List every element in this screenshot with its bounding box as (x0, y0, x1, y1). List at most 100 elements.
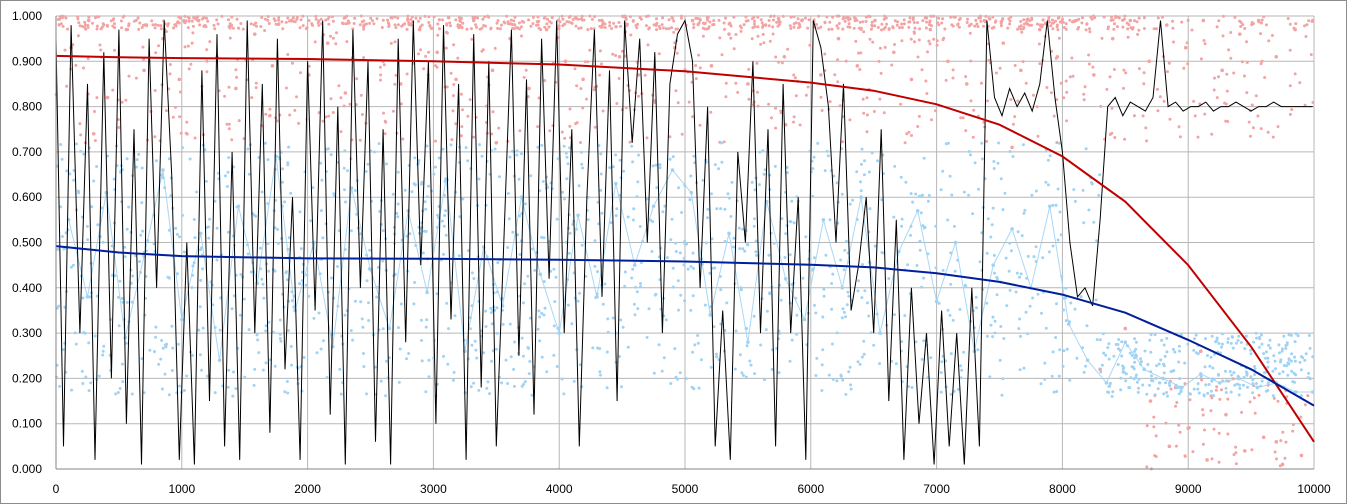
series-1-point (814, 311, 818, 315)
series-1-point (361, 325, 365, 329)
series-1-point (257, 351, 261, 355)
series-0-point (126, 28, 130, 31)
series-1-point (249, 270, 253, 274)
series-1-point (556, 326, 560, 330)
series-1-point (697, 386, 701, 390)
series-1-point (252, 383, 256, 387)
series-0-point (966, 17, 969, 21)
series-1-point (399, 302, 403, 306)
series-1-point (679, 293, 683, 297)
series-1-point (385, 162, 388, 166)
series-0-point (524, 68, 528, 72)
series-0-point (581, 106, 585, 110)
series-0-point (393, 23, 397, 27)
series-0-point (393, 15, 397, 19)
series-1-point (96, 223, 100, 227)
series-1-point (167, 228, 171, 232)
series-1-point (688, 198, 692, 202)
series-0-point (891, 26, 895, 30)
series-1-point (110, 244, 114, 248)
series-0-point (951, 68, 955, 72)
series-0-point (351, 27, 355, 31)
series-1-point (403, 188, 407, 192)
series-0-point (362, 25, 365, 29)
series-0-point (1127, 23, 1131, 27)
series-1-point (636, 307, 640, 311)
series-1-point (412, 302, 416, 306)
series-0-point (709, 110, 713, 114)
series-0-point (1106, 27, 1110, 31)
series-1-point (746, 340, 750, 344)
series-0-point (495, 21, 499, 25)
series-1-point (227, 156, 231, 160)
series-0-point (668, 135, 672, 139)
series-0-point (859, 51, 863, 55)
series-0-point (1186, 18, 1190, 22)
series-1-point (556, 157, 560, 161)
series-1-point (58, 384, 62, 388)
series-0-point (1273, 450, 1277, 454)
series-0-point (577, 26, 581, 30)
series-0-point (926, 50, 929, 54)
x-tick-label: 3000 (420, 482, 447, 496)
series-0-point (406, 14, 410, 18)
series-1-point (493, 147, 497, 151)
series-1-point (1043, 377, 1047, 381)
series-1-point (1260, 379, 1264, 383)
series-0-point (379, 78, 382, 82)
series-1-point (161, 176, 165, 180)
series-0-point (1210, 396, 1214, 400)
series-1-point (246, 243, 249, 247)
series-0-point (999, 20, 1003, 23)
series-0-point (1136, 32, 1140, 36)
series-1-point (506, 192, 510, 195)
series-1-point (696, 334, 700, 337)
series-1-point (1165, 391, 1169, 394)
series-1-point (958, 307, 962, 311)
series-0-point (1183, 454, 1187, 458)
series-1-point (651, 164, 655, 168)
series-1-point (118, 279, 122, 283)
series-0-point (545, 22, 549, 26)
series-1-point (125, 227, 129, 231)
series-1-point (367, 267, 371, 271)
series-0-point (513, 15, 517, 19)
series-1-point (844, 315, 848, 319)
series-1-point (909, 233, 912, 237)
series-1-point (615, 207, 619, 211)
series-0-point (84, 27, 88, 31)
series-1-point (946, 218, 950, 222)
series-1-point (211, 303, 215, 307)
series-0-point (701, 34, 705, 38)
series-1-point (286, 329, 290, 333)
series-0-point (756, 104, 760, 108)
series-0-point (1025, 18, 1029, 22)
series-0-point (117, 126, 121, 129)
series-0-point (1223, 101, 1227, 105)
series-0-point (1214, 388, 1218, 392)
series-0-point (910, 134, 913, 137)
series-0-point (510, 23, 514, 26)
series-1-point (1122, 370, 1126, 374)
series-1-point (1055, 390, 1059, 393)
series-0-point (1196, 135, 1200, 139)
series-1-point (847, 370, 851, 374)
series-0-point (925, 92, 929, 95)
series-1-point (1282, 334, 1286, 338)
series-1-point (878, 362, 881, 366)
series-1-point (741, 247, 745, 251)
series-1-point (960, 368, 964, 372)
series-0-point (178, 115, 182, 119)
series-1-point (795, 332, 799, 336)
series-1-point (246, 252, 250, 256)
series-0-point (393, 82, 397, 86)
series-1-point (1026, 254, 1030, 258)
series-0-point (1259, 127, 1263, 131)
series-1-point (1255, 385, 1260, 390)
series-1-point (218, 328, 222, 332)
series-1-point (349, 186, 354, 190)
series-0-point (263, 29, 267, 32)
series-1-point (1044, 326, 1048, 330)
series-0-point (1212, 427, 1216, 431)
series-1-point (893, 313, 896, 317)
